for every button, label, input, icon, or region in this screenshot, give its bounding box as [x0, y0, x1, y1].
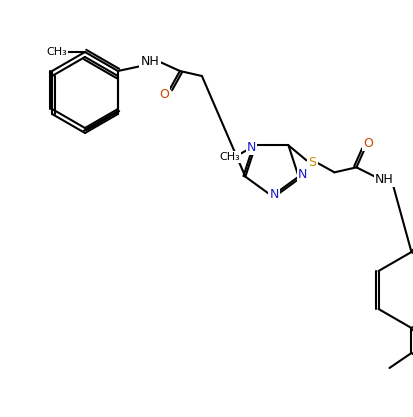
Text: O: O	[363, 137, 373, 150]
Text: NH: NH	[375, 173, 394, 186]
Text: CH₃: CH₃	[219, 152, 240, 162]
Text: CH₃: CH₃	[47, 47, 67, 57]
Text: N: N	[269, 188, 279, 201]
Text: N: N	[298, 168, 307, 181]
Text: NH: NH	[140, 55, 159, 68]
Text: O: O	[159, 88, 169, 100]
Text: S: S	[309, 156, 316, 169]
Text: N: N	[247, 141, 256, 154]
